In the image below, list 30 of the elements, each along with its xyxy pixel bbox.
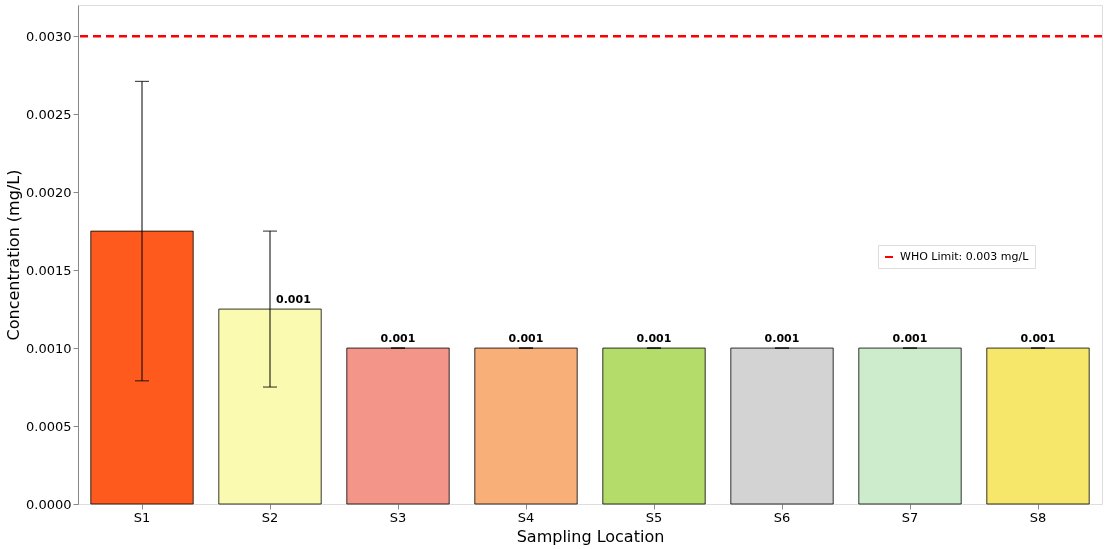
data-label: 0.001 — [764, 332, 800, 346]
x-tick-label: S4 — [517, 509, 535, 525]
bar — [986, 347, 1090, 505]
y-tick-label: 0.0015 — [26, 262, 72, 278]
y-axis-title: Concentration (mg/L) — [4, 169, 24, 341]
x-axis-title: Sampling Location — [516, 526, 665, 546]
legend-label: WHO Limit: 0.003 mg/L — [900, 250, 1030, 263]
x-tick-label: S3 — [389, 509, 407, 525]
x-tick-label: S2 — [261, 509, 279, 525]
y-tick-label: 0.0010 — [26, 340, 72, 356]
data-label: 0.001 — [892, 332, 928, 346]
y-tick-label: 0.0000 — [26, 496, 72, 512]
bar — [474, 347, 578, 505]
data-label: 0.001 — [1020, 332, 1056, 346]
bar — [858, 347, 962, 505]
y-tick-label: 0.0020 — [26, 184, 72, 200]
x-tick-label: S5 — [645, 509, 663, 525]
data-label: 0.001 — [276, 293, 311, 307]
y-tick-label: 0.0005 — [26, 418, 72, 434]
data-label: 0.001 — [380, 332, 416, 346]
x-tick-label: S6 — [773, 509, 791, 525]
bar — [602, 347, 706, 505]
y-tick-label: 0.0025 — [26, 106, 72, 122]
y-tick-label: 0.0030 — [26, 28, 72, 44]
x-tick-label: S1 — [133, 509, 151, 525]
data-label: 0.001 — [508, 332, 544, 346]
bar — [346, 347, 450, 505]
x-tick-label: S8 — [1029, 509, 1047, 525]
data-label: 0.001 — [636, 332, 672, 346]
x-tick-label: S7 — [901, 509, 919, 525]
